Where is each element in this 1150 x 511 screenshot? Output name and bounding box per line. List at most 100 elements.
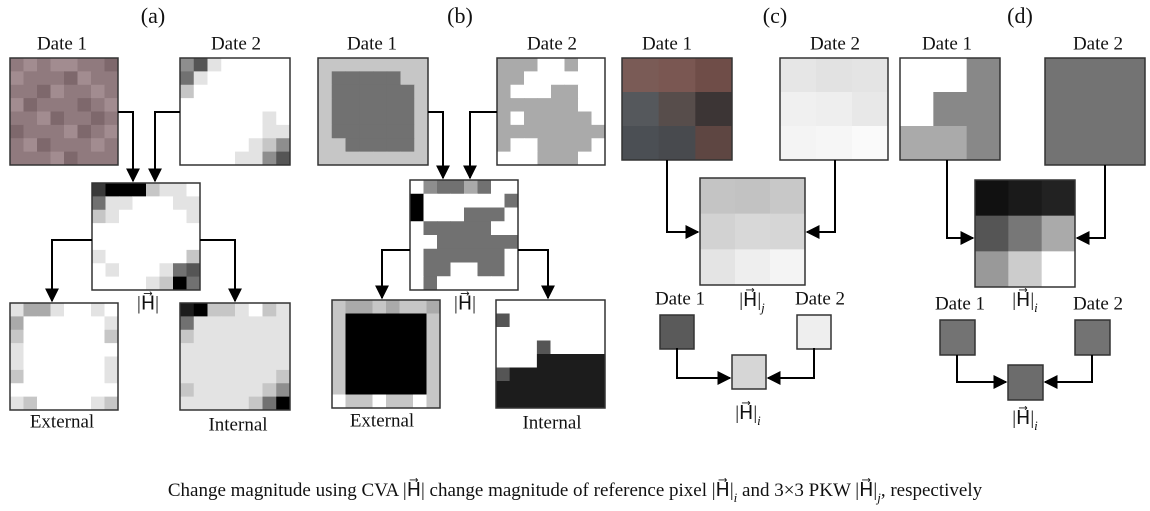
arrow bbox=[807, 160, 835, 232]
pixel bbox=[537, 368, 551, 382]
pixel bbox=[660, 315, 695, 350]
figure: (a)Date 1Date 2|H⃗|ExternalInternal(b)Da… bbox=[0, 0, 1150, 511]
pixel bbox=[64, 98, 78, 112]
pixel bbox=[437, 249, 451, 263]
pixel bbox=[1075, 320, 1111, 356]
pixel bbox=[564, 381, 578, 395]
pixel bbox=[346, 58, 360, 72]
pixel bbox=[478, 194, 492, 208]
pixel bbox=[263, 58, 277, 72]
pixel bbox=[523, 341, 537, 355]
arrow bbox=[957, 355, 1006, 382]
pixel bbox=[511, 112, 525, 126]
pixel bbox=[119, 237, 133, 251]
pixel bbox=[187, 183, 201, 197]
pixel bbox=[24, 58, 38, 72]
pixel bbox=[146, 183, 160, 197]
pixel bbox=[451, 180, 465, 194]
pixel bbox=[346, 314, 360, 328]
pixel bbox=[346, 125, 360, 139]
arrow bbox=[155, 112, 180, 181]
pixel bbox=[537, 314, 551, 328]
label: (c) bbox=[763, 3, 787, 28]
pixel bbox=[591, 381, 605, 395]
pixel bbox=[359, 314, 373, 328]
pixel bbox=[659, 92, 696, 127]
pixel bbox=[538, 138, 552, 152]
pixel bbox=[386, 314, 400, 328]
pixel bbox=[235, 152, 249, 166]
pixel bbox=[451, 249, 465, 263]
pixel bbox=[105, 303, 119, 317]
pixel bbox=[263, 383, 277, 397]
pixel bbox=[37, 383, 51, 397]
pixel bbox=[537, 395, 551, 409]
pixel bbox=[51, 370, 65, 384]
pixel bbox=[276, 152, 290, 166]
pixel bbox=[578, 98, 592, 112]
pixel bbox=[551, 125, 565, 139]
pixel bbox=[180, 370, 194, 384]
pixel bbox=[187, 263, 201, 277]
pixel bbox=[523, 395, 537, 409]
pixel bbox=[146, 263, 160, 277]
pixel bbox=[208, 303, 222, 317]
pixel bbox=[276, 397, 290, 411]
pixel bbox=[427, 300, 441, 314]
pixel bbox=[551, 152, 565, 166]
label: Date 2 bbox=[810, 33, 860, 54]
pixel bbox=[478, 263, 492, 277]
pixel bbox=[133, 223, 147, 237]
pixel bbox=[496, 314, 510, 328]
label-text: |H⃗| bbox=[735, 401, 757, 424]
pixel bbox=[235, 370, 249, 384]
pixel bbox=[410, 180, 424, 194]
pixel bbox=[413, 327, 427, 341]
pixel bbox=[387, 71, 401, 85]
pixel bbox=[359, 354, 373, 368]
pixel bbox=[10, 112, 24, 126]
pixel bbox=[346, 300, 360, 314]
pixel bbox=[105, 112, 119, 126]
pixel bbox=[427, 327, 441, 341]
pixel bbox=[940, 320, 976, 356]
pixel bbox=[770, 249, 806, 285]
pixel bbox=[346, 85, 360, 99]
pixel bbox=[497, 125, 511, 139]
pixel bbox=[359, 300, 373, 314]
pixel bbox=[194, 85, 208, 99]
pixel bbox=[551, 85, 565, 99]
pixel bbox=[105, 85, 119, 99]
label: Date 2 bbox=[211, 33, 261, 54]
pixel bbox=[64, 152, 78, 166]
pixel bbox=[180, 138, 194, 152]
caption-text: , respectively bbox=[881, 480, 983, 501]
pixel bbox=[249, 85, 263, 99]
pixel bbox=[235, 138, 249, 152]
pixel bbox=[119, 277, 133, 291]
pixel bbox=[564, 354, 578, 368]
pixel bbox=[92, 196, 106, 210]
pixel bbox=[424, 194, 438, 208]
pixel bbox=[91, 370, 105, 384]
pixel bbox=[816, 58, 853, 93]
pixel bbox=[173, 263, 187, 277]
pixel bbox=[386, 381, 400, 395]
pixel bbox=[105, 98, 119, 112]
label-sub: i bbox=[1034, 300, 1038, 315]
pixel bbox=[91, 138, 105, 152]
pixel bbox=[491, 180, 505, 194]
pixel bbox=[24, 125, 38, 139]
pixel bbox=[276, 343, 290, 357]
pixel bbox=[410, 194, 424, 208]
pixel bbox=[695, 58, 732, 93]
pixel bbox=[37, 370, 51, 384]
pixel bbox=[437, 208, 451, 222]
pixel bbox=[510, 341, 524, 355]
pixel bbox=[592, 98, 606, 112]
pixel bbox=[591, 368, 605, 382]
pixel bbox=[551, 381, 565, 395]
pixel bbox=[410, 235, 424, 249]
pixel bbox=[578, 395, 592, 409]
pixel bbox=[373, 125, 387, 139]
